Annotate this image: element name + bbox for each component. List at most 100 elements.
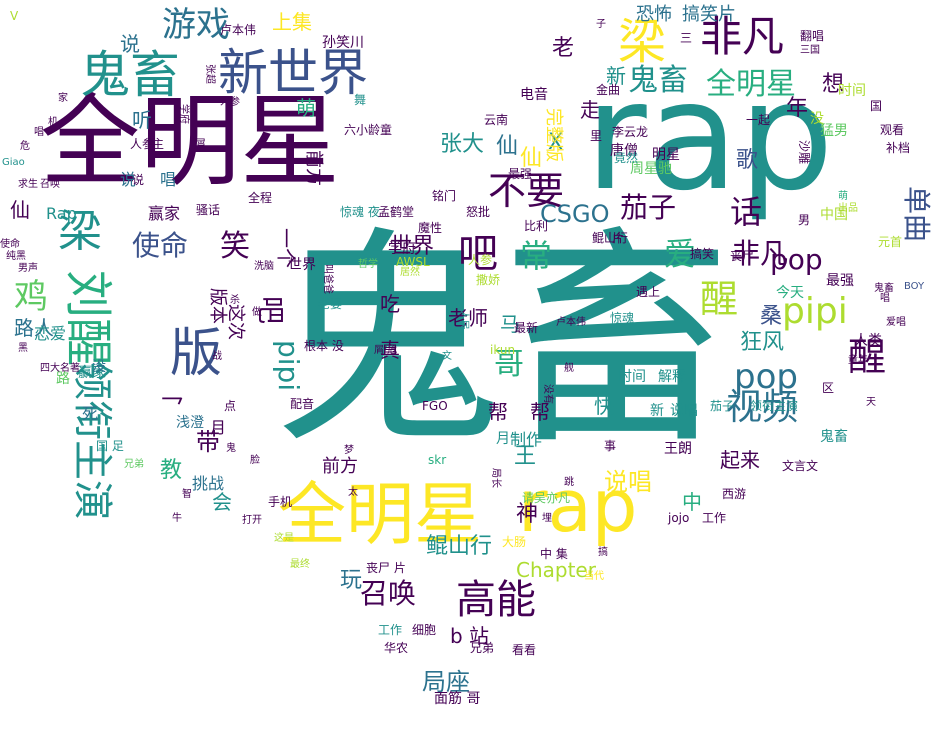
cloud-word: 哲学: [358, 259, 378, 270]
cloud-word: 局座: [422, 668, 470, 696]
cloud-word: 三国: [800, 45, 820, 56]
cloud-word: skr: [428, 453, 447, 467]
cloud-word: 新: [606, 64, 626, 88]
cloud-word: pop: [734, 357, 798, 397]
cloud-word: 人参: [468, 253, 493, 267]
cloud-word: rap: [518, 464, 638, 548]
cloud-word: 中: [682, 490, 702, 514]
cloud-word: 搞笑: [690, 247, 715, 261]
cloud-word: 歌: [736, 148, 759, 173]
cloud-word: 主: [152, 137, 165, 151]
cloud-word: 人参: [130, 137, 155, 151]
cloud-word: 纯黑: [6, 251, 26, 262]
cloud-word: 牛: [172, 513, 182, 524]
cloud-word: 魔性: [418, 221, 443, 235]
cloud-word: 没: [92, 359, 106, 375]
cloud-word: 单曲: [900, 186, 933, 243]
cloud-word: 埋: [542, 513, 552, 524]
cloud-word: 学府: [178, 104, 189, 124]
cloud-word: 杀: [230, 295, 240, 306]
cloud-word: 黑: [18, 343, 28, 354]
cloud-word: 屑: [194, 137, 207, 151]
cloud-word: 局长: [490, 468, 501, 488]
cloud-word: 孟鹤堂: [378, 205, 415, 219]
cloud-word: 快: [594, 394, 614, 418]
cloud-word: 梦: [344, 445, 354, 456]
cloud-word: 惊魂: [610, 311, 635, 325]
cloud-word: 说: [120, 170, 137, 189]
cloud-word: 上集: [272, 10, 312, 34]
cloud-word: 丧尸: [730, 249, 755, 263]
cloud-word: 王朗: [664, 441, 692, 457]
cloud-word: 云南: [484, 113, 509, 127]
cloud-word: 家: [58, 93, 68, 104]
cloud-word: 鲲山行: [592, 231, 629, 245]
cloud-word: 玩: [340, 568, 363, 593]
cloud-word: CSGO: [540, 200, 610, 228]
cloud-word: 非凡: [732, 237, 789, 270]
cloud-word: 前方: [303, 150, 324, 186]
cloud-word: 工作: [702, 511, 727, 525]
cloud-word: 遇上: [636, 285, 661, 299]
cloud-word: 吧: [458, 231, 498, 277]
cloud-word: 召唤: [40, 179, 60, 190]
cloud-word: 说: [120, 32, 140, 56]
cloud-word: 茄子: [710, 399, 735, 413]
cloud-word: 全程: [248, 191, 273, 205]
cloud-word: 明星: [652, 147, 680, 163]
cloud-word: 鬼畜: [820, 429, 848, 445]
cloud-word: 游戏: [162, 5, 230, 45]
cloud-word: 子: [596, 19, 606, 30]
cloud-word: 智: [182, 489, 192, 500]
cloud-word: 鸡: [14, 277, 48, 317]
cloud-word: 梁: [58, 206, 102, 257]
cloud-word: 爱唱: [886, 317, 906, 328]
cloud-word: 最强: [508, 167, 533, 181]
cloud-word: 鲲山行: [426, 534, 493, 559]
cloud-word: 机: [48, 117, 58, 128]
cloud-word: 帮: [488, 400, 508, 424]
cloud-word: 张大: [440, 132, 485, 157]
cloud-word: 一起: [746, 113, 771, 127]
cloud-word: 醒: [848, 335, 887, 379]
cloud-word: BOY: [904, 281, 925, 292]
cloud-word: 桑: [760, 304, 783, 329]
cloud-word: 大肠: [502, 535, 527, 549]
cloud-word: b 站: [450, 624, 490, 648]
cloud-word: 四大名著: [40, 363, 80, 374]
cloud-word: pop: [770, 243, 823, 276]
cloud-word: 世界: [390, 234, 435, 259]
cloud-word: pipi: [272, 340, 305, 392]
cloud-word: Giao: [2, 157, 25, 168]
cloud-word: 王: [514, 444, 537, 469]
cloud-word: 工作: [378, 623, 403, 637]
cloud-word: 鬼畜: [80, 46, 180, 104]
cloud-word: 恐怖: [636, 4, 672, 25]
cloud-word: 领衔主演: [750, 399, 799, 413]
cloud-word: 仙: [520, 146, 543, 171]
cloud-word: 李云龙: [612, 125, 649, 139]
cloud-word: 文: [442, 351, 452, 362]
cloud-word: 人类: [854, 333, 882, 349]
cloud-word: 铭门: [432, 189, 457, 203]
cloud-word: 路人: [14, 316, 54, 340]
cloud-word: 仙: [10, 198, 30, 222]
cloud-word: 怒批: [466, 205, 491, 219]
cloud-word: 梁: [618, 14, 667, 70]
cloud-word: 最强: [826, 273, 854, 289]
cloud-word: 天: [866, 397, 876, 408]
cloud-word: 太: [348, 487, 358, 498]
cloud-word: 沙雕: [797, 140, 811, 165]
cloud-word: 危: [20, 141, 30, 152]
cloud-word: 会: [212, 490, 232, 514]
cloud-word: 全明星: [278, 476, 483, 555]
cloud-word: 国: [870, 99, 883, 113]
cloud-word: 没有: [542, 384, 553, 404]
cloud-word: 居然: [400, 267, 420, 278]
cloud-word: 电音: [520, 87, 548, 103]
cloud-word: 真: [380, 338, 400, 362]
cloud-word: 这次: [225, 304, 246, 340]
cloud-word: 新世界: [218, 44, 368, 102]
cloud-word: Chapter: [516, 558, 596, 582]
